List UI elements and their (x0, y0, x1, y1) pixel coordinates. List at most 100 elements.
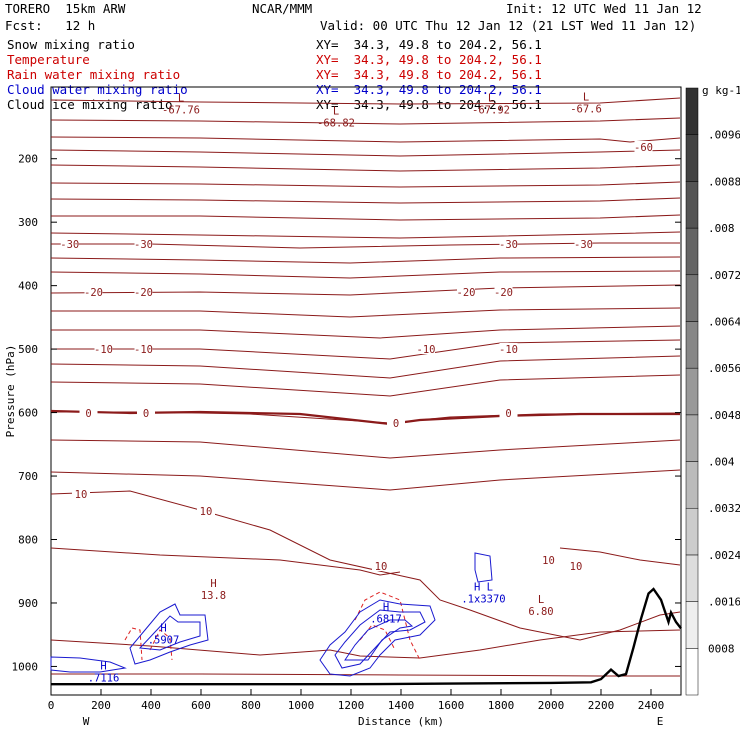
colorbar-segment (685, 367, 699, 416)
contour-label: 0 (505, 408, 511, 420)
contour-label: 10 (570, 561, 583, 573)
cloud-water-contour (344, 619, 414, 661)
contour-label-bg (387, 417, 405, 428)
legend-field-xy: XY= 34.3, 49.8 to 204.2, 56.1 (316, 37, 542, 52)
x-axis-west-label: W (83, 715, 90, 728)
colorbar-tick-label: .0064 (708, 315, 740, 328)
temperature-isotherm (50, 490, 681, 641)
legend-field-name: Temperature (7, 52, 90, 67)
cloud-water-contour (319, 599, 436, 677)
temperature-isotherm (51, 242, 680, 249)
colorbar-tick-label: .008 (708, 222, 735, 235)
contour-label-bg (60, 238, 79, 249)
temperature-isotherm (50, 117, 681, 125)
colorbar-segment (685, 461, 699, 509)
x-tick-label: 400 (141, 699, 161, 712)
extremum-value: .7116 (88, 673, 120, 685)
contour-label: -10 (499, 344, 518, 356)
x-axis-label: Distance (km) (358, 715, 444, 728)
contour-label-bg (197, 505, 215, 516)
colorbar-segment (685, 601, 699, 649)
org-title: NCAR/MMM (252, 1, 313, 16)
extremum-value: .1x3370 (461, 593, 505, 605)
contour-label-bg (499, 343, 518, 354)
y-tick-label: 500 (18, 343, 38, 356)
colorbar-segment (685, 648, 699, 696)
colorbar-tick-label: .0056 (708, 362, 740, 375)
y-tick-label: 1000 (12, 660, 39, 673)
contour-label: -10 (417, 344, 436, 356)
colorbar-unit: g kg-1 (702, 84, 740, 97)
temperature-isotherm (50, 136, 681, 143)
x-tick-label: 0 (48, 699, 55, 712)
colorbar-tick-label: 0008 (708, 642, 735, 655)
colorbar-segment (685, 87, 699, 135)
contour-label-bg (134, 343, 153, 354)
terrain-profile (51, 587, 682, 686)
extremum-marker: L (538, 594, 544, 606)
x-tick-label: 600 (191, 699, 211, 712)
temperature-isotherm (51, 307, 681, 318)
temperature-isotherm (50, 439, 681, 459)
rain-water-contour (124, 627, 143, 661)
contour-label-bg (137, 407, 155, 418)
contour-label-bg (539, 554, 558, 565)
temperature-isotherm (50, 97, 681, 105)
colorbar-tick-label: .004 (708, 456, 735, 469)
y-tick-label: 800 (18, 534, 38, 547)
legend-field-xy: XY= 34.3, 49.8 to 204.2, 56.1 (316, 67, 542, 82)
extremum-value: 13.8 (201, 590, 226, 602)
x-tick-label: 1600 (438, 699, 465, 712)
cloud-water-contour (334, 609, 426, 669)
x-tick-label: 2200 (588, 699, 615, 712)
x-tick-label: 1400 (388, 699, 415, 712)
temperature-isotherm (50, 270, 681, 279)
x-axis-east-label: E (657, 715, 664, 728)
contour-label: -30 (574, 239, 593, 251)
contour-label-bg (134, 286, 153, 297)
model-title: TORERO 15km ARW (5, 1, 126, 16)
temperature-isotherm (51, 214, 681, 221)
contour-label-bg (499, 238, 518, 249)
temperature-isotherm (50, 181, 681, 188)
contour-label-bg (72, 488, 90, 499)
temperature-isotherm (51, 673, 680, 677)
extremum-value: 6.80 (528, 606, 553, 618)
temperature-isotherm (51, 325, 681, 339)
valid-time: Valid: 00 UTC Thu 12 Jan 12 (21 LST Wed … (320, 18, 697, 33)
extremum-marker: H (383, 602, 389, 614)
contour-label: -60 (634, 142, 653, 154)
colorbar-tick-label: .0048 (708, 409, 740, 422)
contour-label: -30 (499, 239, 518, 251)
contour-label: -30 (134, 239, 153, 251)
contour-label-bg (499, 407, 518, 418)
colorbar-tick-label: .0088 (708, 175, 740, 188)
forecast-hour: Fcst: 12 h (5, 18, 96, 33)
temperature-isotherm (50, 355, 681, 379)
x-tick-label: 1000 (288, 699, 315, 712)
contour-label: -30 (60, 239, 79, 251)
extremum-value: -67.76 (162, 105, 200, 117)
extremum-marker: H (100, 661, 106, 673)
contour-label-bg (494, 286, 513, 297)
contour-label: -20 (494, 287, 513, 299)
contour-label: -10 (94, 344, 113, 356)
extremum-value: -68.82 (317, 117, 355, 129)
contour-label: -20 (457, 287, 476, 299)
contour-label-bg (94, 343, 113, 354)
colorbar-segment (685, 554, 699, 602)
contour-label: -20 (84, 287, 103, 299)
legend-field-xy: XY= 34.3, 49.8 to 204.2, 56.1 (316, 52, 542, 67)
plot-frame (50, 86, 682, 696)
y-tick-label: 600 (18, 407, 38, 420)
colorbar-segment (685, 134, 699, 182)
y-tick-label: 300 (18, 216, 38, 229)
x-tick-label: 1200 (338, 699, 365, 712)
legend-field-xy: XY= 34.3, 49.8 to 204.2, 56.1 (316, 82, 542, 97)
temperature-isotherm (50, 164, 681, 172)
contour-label-bg (567, 560, 585, 571)
contour-label-bg (134, 238, 153, 249)
contour-label: -20 (134, 287, 153, 299)
y-tick-label: 700 (18, 470, 38, 483)
